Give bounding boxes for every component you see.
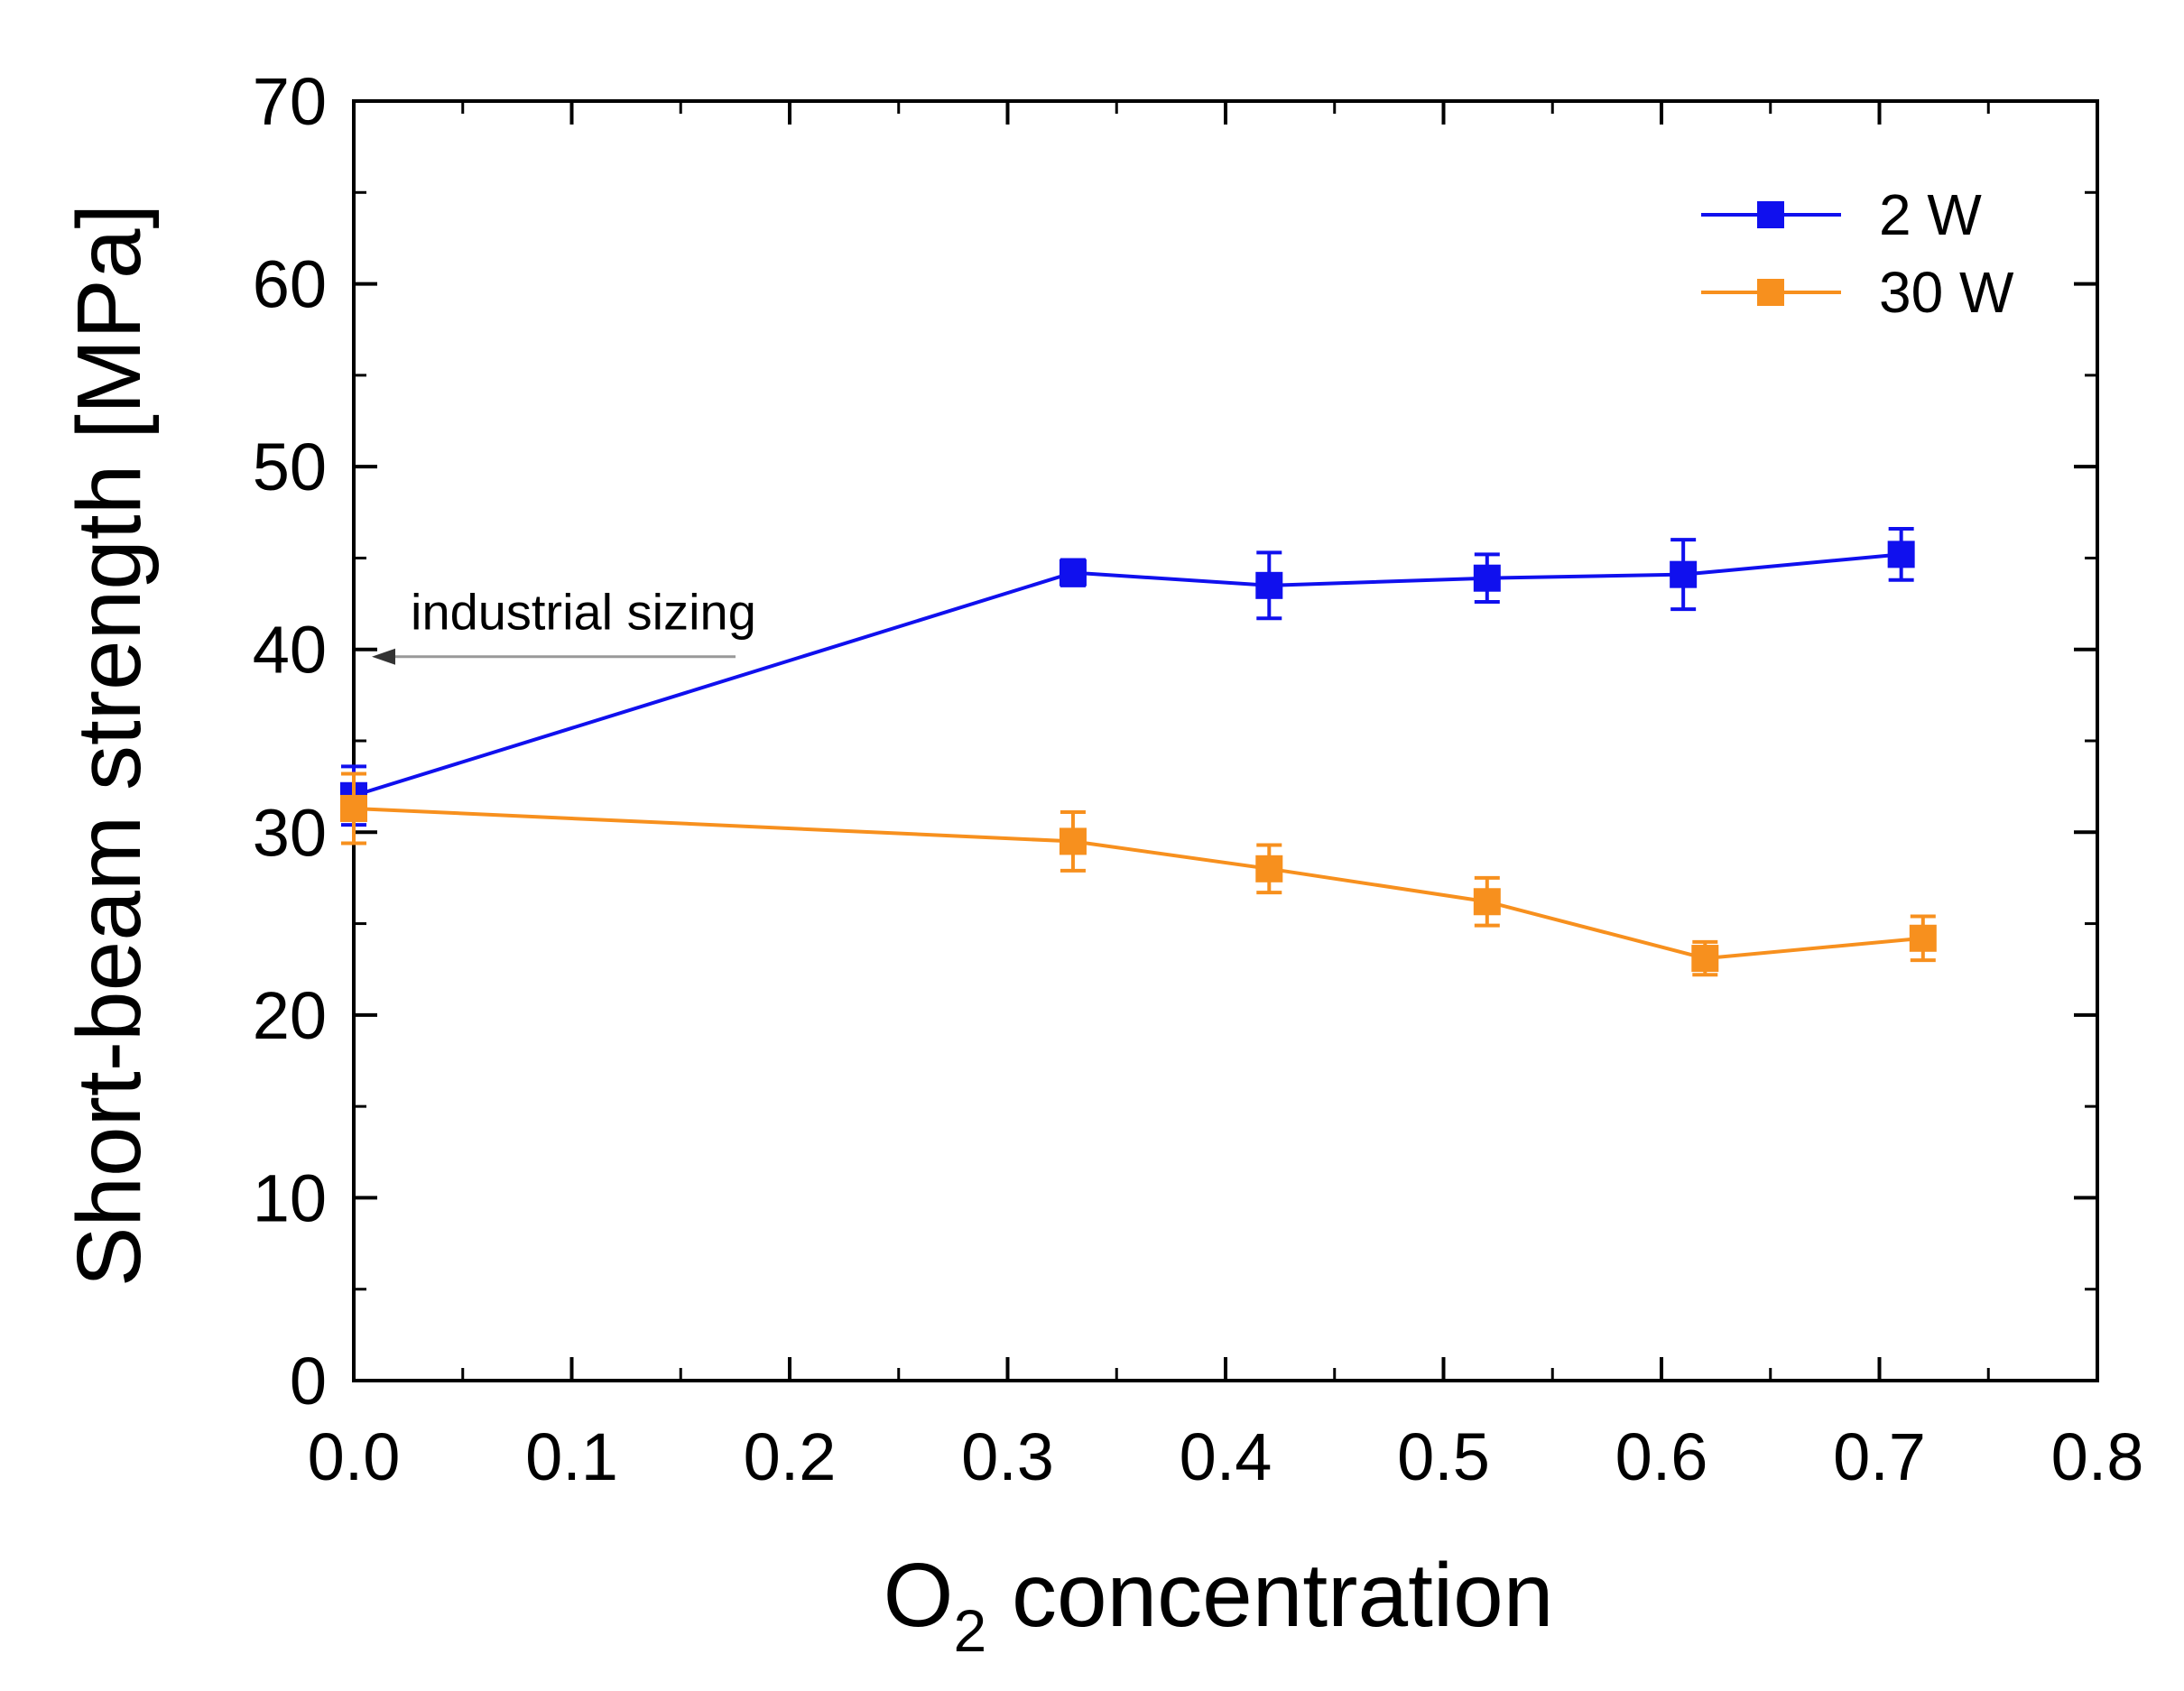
data-point: [340, 794, 367, 822]
data-point: [1909, 924, 1937, 952]
legend-entry: 30 W: [1701, 260, 2014, 325]
series: [340, 527, 1937, 977]
x-tick-label: 0.5: [1397, 1419, 1490, 1494]
ticks: [352, 99, 2099, 1382]
x-axis-title: O2 concentration: [884, 1545, 1554, 1664]
legend: 2 W 30 W: [1701, 182, 2014, 325]
tick-labels: 0.0 0.1 0.2 0.3 0.4 0.5 0.6 0.7 0.8 0 10 20 30 40 50 60…: [253, 64, 2144, 1494]
x-tick-label: 0.3: [961, 1419, 1054, 1494]
x-tick-label: 0.0: [308, 1419, 401, 1494]
annotation: industrial sizing: [372, 584, 756, 665]
x-axis-title-rest: concentration: [986, 1545, 1553, 1646]
x-tick-label: 0.2: [744, 1419, 837, 1494]
series-line: [353, 552, 1902, 798]
data-point: [1255, 571, 1283, 599]
legend-label: 2 W: [1879, 182, 1982, 247]
data-point: [1473, 888, 1501, 916]
y-tick-label: 30: [253, 795, 327, 870]
annotation-arrow-head: [372, 648, 395, 665]
y-tick-label: 0: [290, 1344, 327, 1418]
y-tick-label: 60: [253, 247, 327, 322]
data-point: [1059, 559, 1087, 587]
data-point: [1255, 855, 1283, 882]
y-tick-label: 40: [253, 613, 327, 688]
y-tick-label: 10: [253, 1160, 327, 1235]
series-line: [353, 806, 1923, 961]
series-30w: [340, 772, 1937, 977]
legend-marker: [1757, 201, 1784, 228]
x-tick-label: 0.7: [1833, 1419, 1926, 1494]
y-axis-title: Short-beam strength [MPa]: [59, 204, 160, 1288]
y-tick-label: 50: [253, 430, 327, 504]
x-tick-label: 0.8: [2051, 1419, 2144, 1494]
data-point: [1887, 541, 1915, 568]
data-point: [1059, 827, 1087, 855]
x-axis-title-main: O: [884, 1545, 954, 1646]
x-tick-label: 0.4: [1180, 1419, 1272, 1494]
legend-label: 30 W: [1879, 260, 2014, 325]
x-axis-title-subscript: 2: [953, 1597, 986, 1664]
y-tick-label: 70: [253, 64, 327, 139]
x-tick-label: 0.6: [1615, 1419, 1708, 1494]
data-point: [1691, 945, 1719, 973]
data-point: [1670, 560, 1698, 588]
legend-entry: 2 W: [1701, 182, 1982, 247]
y-tick-label: 20: [253, 978, 327, 1053]
series-2w: [340, 527, 1915, 827]
x-tick-label: 0.1: [525, 1419, 618, 1494]
data-point: [1473, 564, 1501, 592]
annotation-label: industrial sizing: [411, 584, 756, 641]
legend-marker: [1757, 279, 1784, 306]
